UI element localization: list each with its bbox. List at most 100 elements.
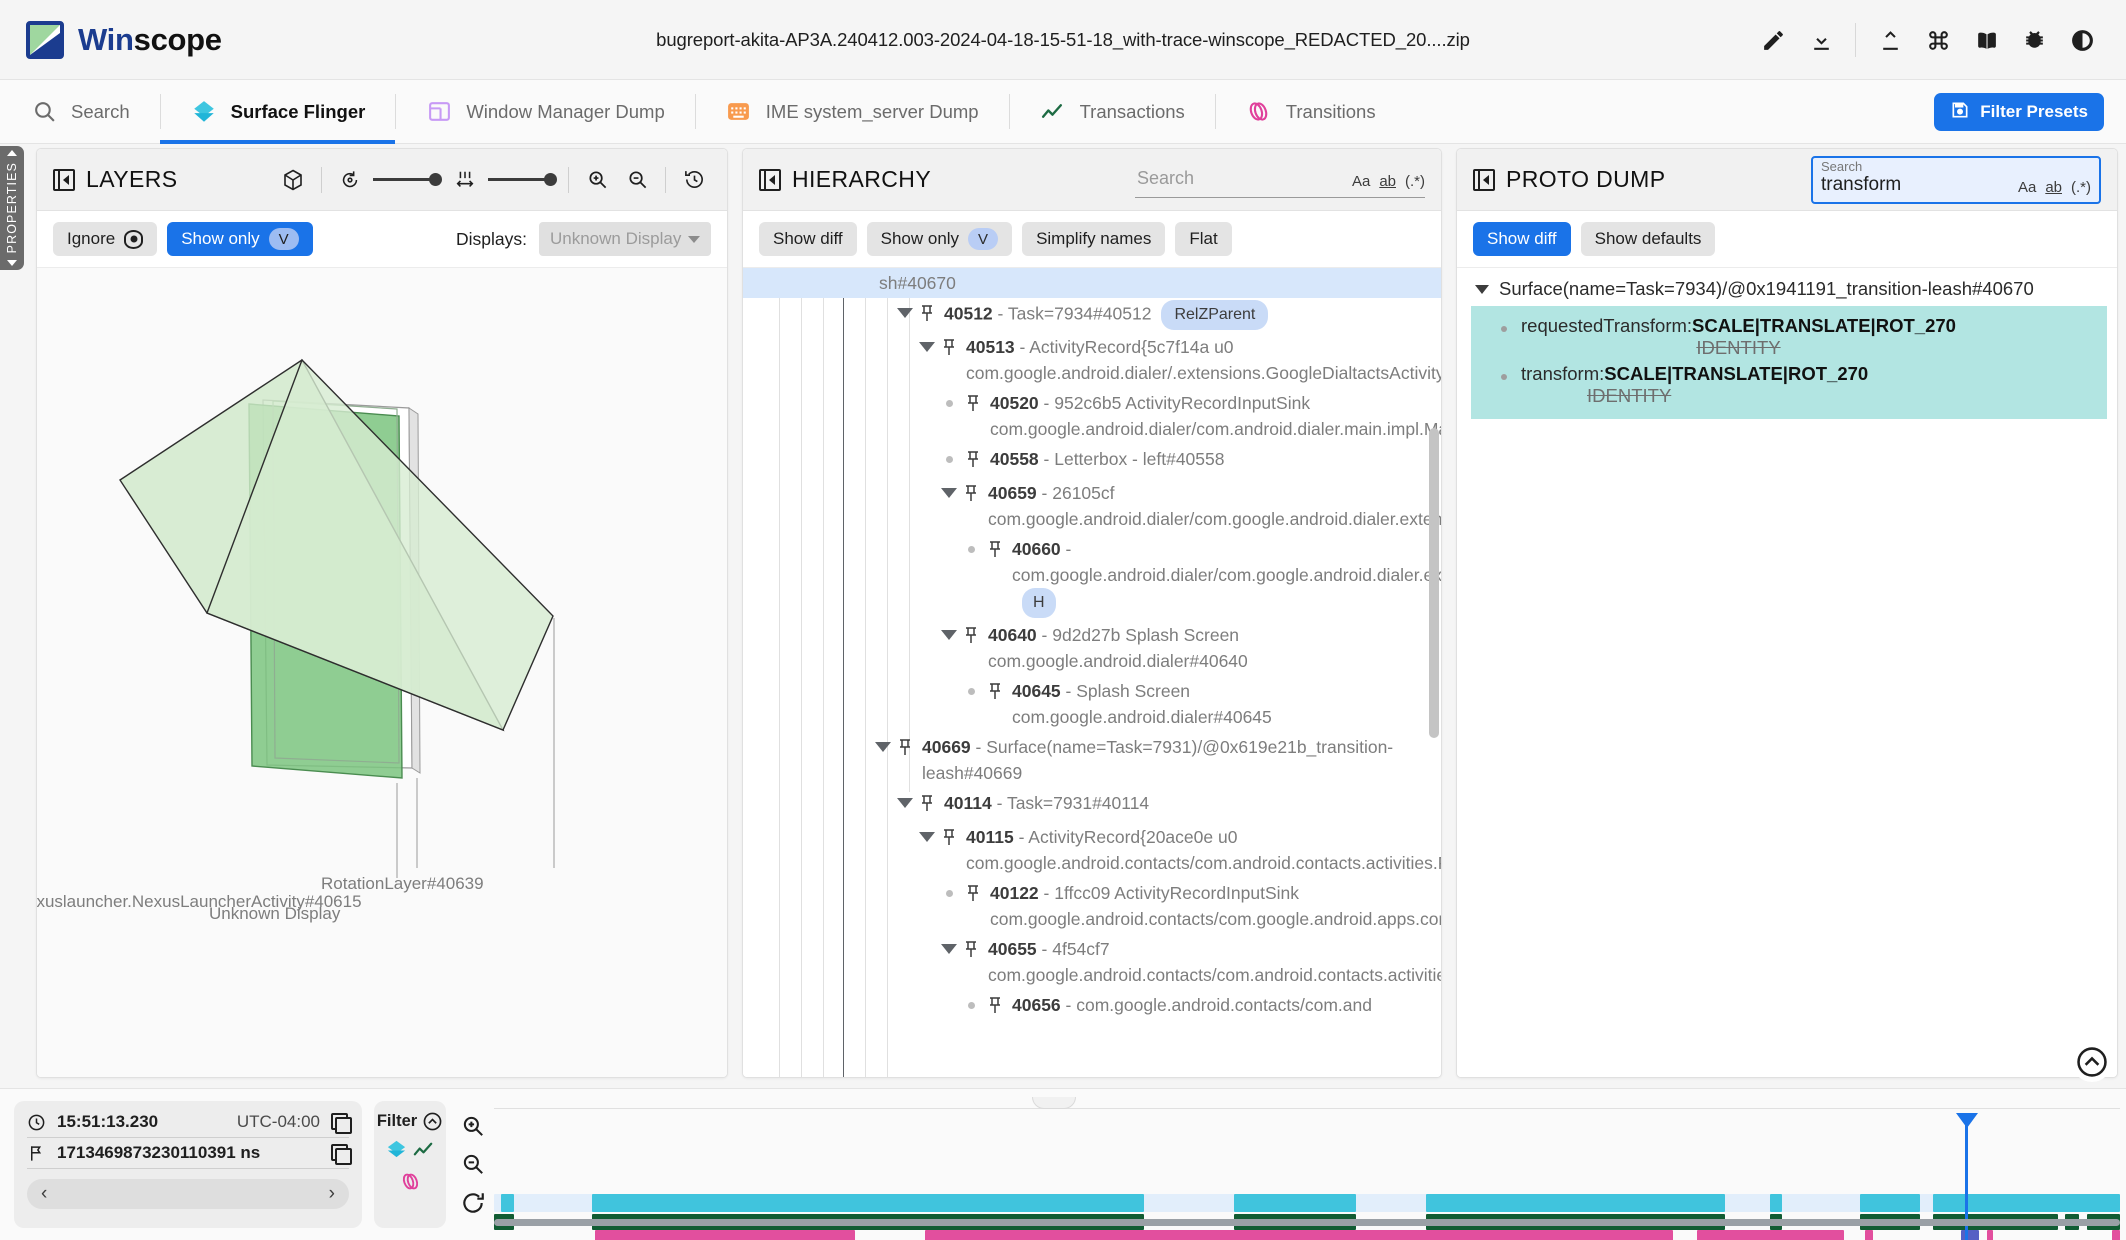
show-diff-chip[interactable]: Show diff [1473,222,1571,256]
table-row[interactable]: 40655 - 4f54cf7 com.google.android.conta… [743,934,1441,990]
properties-side-tab[interactable]: PROPERTIES [0,146,24,270]
search-input[interactable] [1821,173,2001,196]
expand-collapse-icon[interactable] [941,944,957,954]
timeline-span[interactable] [1986,1230,1994,1240]
timeline-span[interactable] [1697,1230,1844,1240]
tab-search[interactable]: Search [0,80,160,143]
current-time-value[interactable]: 15:51:13.230 [57,1112,159,1131]
documentation-icon[interactable] [1962,16,2010,64]
expand-collapse-icon[interactable] [875,742,891,752]
whole-word-option[interactable]: ab [2045,178,2062,196]
proto-property-row[interactable]: transform:SCALE|TRANSLATE|ROT_270 IDENTI… [1471,361,2107,409]
table-row[interactable]: 40656 - com.google.android.contacts/com.… [743,990,1441,1024]
timeline-span[interactable] [1859,1194,1920,1212]
tab-transactions[interactable]: Transactions [1008,80,1215,143]
zoom-out-icon[interactable] [456,1147,490,1181]
tab-window-manager-dump[interactable]: Window Manager Dump [395,80,694,143]
collapse-panel-icon[interactable] [759,168,781,191]
expand-collapse-icon[interactable] [897,798,913,808]
tab-ime-system-server-dump[interactable]: IME system_server Dump [694,80,1009,143]
expand-collapse-icon[interactable] [941,488,957,498]
rotation-icon[interactable] [333,163,367,197]
regex-option[interactable]: (.*) [2071,178,2091,196]
layers-3d-canvas[interactable]: RotationLayer#40639 exuslauncher.NexusLa… [37,267,727,1077]
upload-icon[interactable] [1866,16,1914,64]
show-diff-chip[interactable]: Show diff [759,222,857,256]
timeline-cursor[interactable] [1964,1115,1968,1240]
next-entry-button[interactable]: › [328,1183,335,1204]
show-defaults-chip[interactable]: Show defaults [1580,222,1716,256]
proto-root-node[interactable]: Surface(name=Task=7934)/@0x1941191_trans… [1457,276,2117,302]
timeline-span[interactable] [1770,1194,1782,1212]
timeline-resize-handle[interactable] [1032,1097,1076,1109]
timeline-span[interactable] [591,1194,1145,1212]
timeline-cursor-handle[interactable] [1955,1113,1978,1128]
zoom-in-icon[interactable] [456,1109,490,1143]
expand-collapse-icon[interactable] [941,630,957,640]
3d-cube-icon[interactable] [276,163,310,197]
timeline-tracks[interactable] [494,1097,2120,1240]
zoom-in-icon[interactable] [580,163,614,197]
collapse-panel-icon[interactable] [53,168,75,191]
expand-collapse-icon[interactable] [897,308,913,318]
ignore-chip[interactable]: Ignore [53,222,158,256]
surface-flinger-icon[interactable] [385,1138,408,1166]
timeline-span[interactable] [1864,1230,1873,1240]
expand-collapse-icon[interactable] [919,832,935,842]
whole-word-option[interactable]: ab [1379,172,1396,190]
chevron-up-circle-icon[interactable] [422,1111,443,1132]
timeline-span[interactable] [1233,1194,1356,1212]
timeline-span[interactable] [924,1230,1673,1240]
previous-entry-button[interactable]: ‹ [41,1183,48,1204]
timeline-span[interactable] [594,1230,855,1240]
collapse-timeline-button[interactable] [2072,1042,2112,1082]
timeline-scrollbar[interactable] [494,1219,2120,1226]
transitions-rings-icon[interactable] [399,1170,422,1198]
proto-property-row[interactable]: requestedTransform:SCALE|TRANSLATE|ROT_2… [1471,313,2107,361]
rotation-slider[interactable] [373,173,442,186]
current-ns-value[interactable]: 1713469873230110391 ns [57,1143,261,1162]
reset-zoom-icon[interactable] [456,1186,490,1220]
displays-select[interactable]: Unknown Display [539,222,711,256]
spacing-icon[interactable] [448,163,482,197]
table-row[interactable]: 40122 - 1ffcc09 ActivityRecordInputSink … [743,878,1441,934]
show-only-visible-chip[interactable]: Show only V [167,222,313,256]
download-icon[interactable] [1797,16,1845,64]
expand-collapse-icon[interactable] [919,342,935,352]
table-row[interactable]: 40520 - 952c6b5 ActivityRecordInputSink … [743,388,1441,444]
timeline-canvas[interactable] [494,1097,2120,1240]
tab-transitions[interactable]: Transitions [1214,80,1406,143]
table-row[interactable]: 40640 - 9d2d27b Splash Screen com.google… [743,620,1441,676]
table-row[interactable]: 40115 - ActivityRecord{20ace0e u0 com.go… [743,822,1441,878]
chevron-down-icon[interactable] [1475,284,1489,294]
timeline-span[interactable] [2111,1230,2120,1240]
table-row[interactable]: 40659 - 26105cf com.google.android.diale… [743,478,1441,534]
flat-chip[interactable]: Flat [1175,222,1232,256]
table-row[interactable]: 40513 - ActivityRecord{5c7f14a u0 com.go… [743,332,1441,388]
report-bug-icon[interactable] [2010,16,2058,64]
dark-mode-icon[interactable] [2058,16,2106,64]
match-case-option[interactable]: Aa [1351,172,1371,190]
table-row[interactable]: 40114 - Task=7931#40114 [743,788,1441,822]
proto-dump-content[interactable]: Surface(name=Task=7934)/@0x1941191_trans… [1457,267,2117,1077]
show-only-visible-chip[interactable]: Show only V [866,222,1013,256]
timeline-span[interactable] [500,1194,514,1212]
collapse-panel-icon[interactable] [1473,168,1495,191]
edit-filename-icon[interactable] [1749,16,1797,64]
copy-time-icon[interactable] [331,1113,352,1134]
filter-presets-button[interactable]: Filter Presets [1934,93,2104,131]
tab-surface-flinger[interactable]: Surface Flinger [159,80,396,144]
table-row[interactable]: 40512 - Task=7934#40512 RelZParent [743,298,1441,332]
table-row[interactable]: 40558 - Letterbox - left#40558 [743,444,1441,478]
scrollbar[interactable] [1429,428,1439,738]
frame-stepper[interactable]: ‹ › [27,1179,349,1209]
table-row[interactable]: 40669 - Surface(name=Task=7931)/@0x619e2… [743,732,1441,788]
transactions-chart-icon[interactable] [412,1138,435,1166]
copy-ns-icon[interactable] [331,1144,352,1165]
timeline-span[interactable] [1960,1230,1979,1240]
table-row[interactable]: 40660 - com.google.android.dialer/com.go… [743,534,1441,620]
spacing-slider[interactable] [488,173,557,186]
timeline-span[interactable] [1933,1194,2120,1212]
zoom-out-icon[interactable] [620,163,654,197]
proto-search-field[interactable]: Search Aa ab (.*) [1811,155,2101,204]
